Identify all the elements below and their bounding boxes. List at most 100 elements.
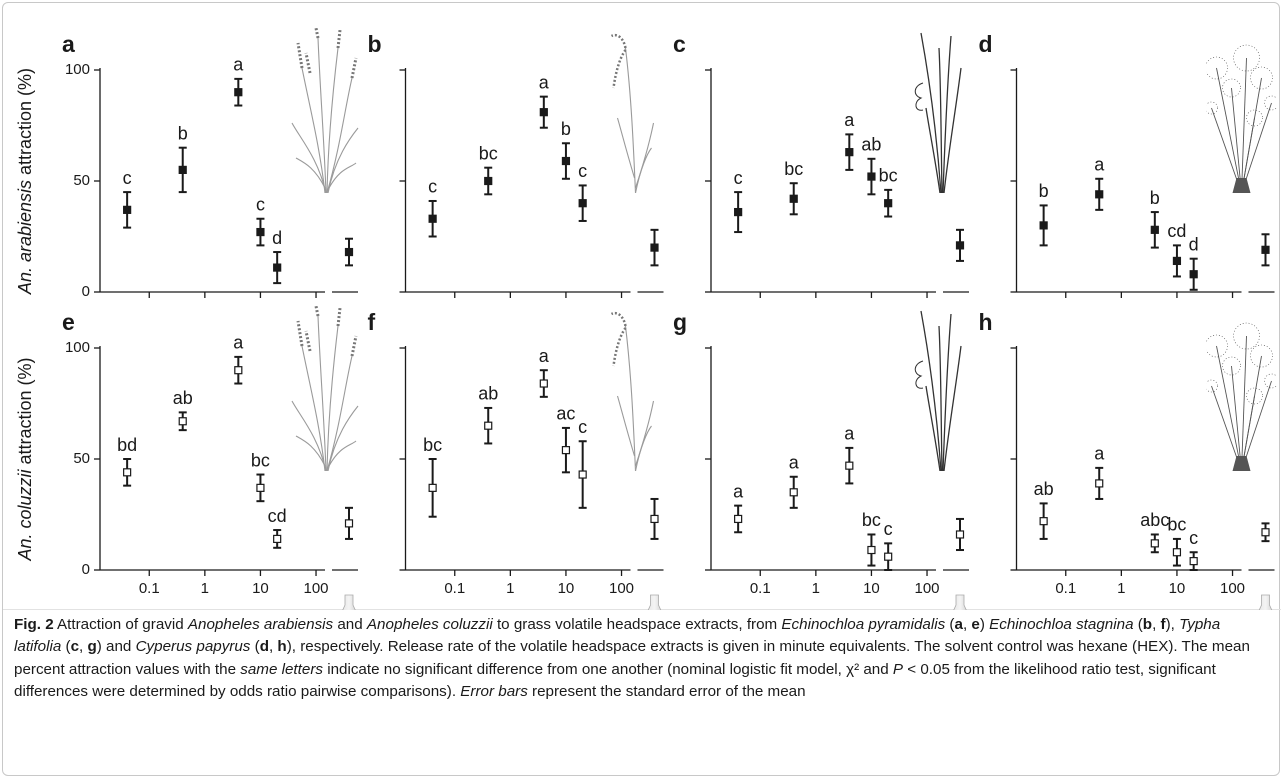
panel-label: g bbox=[673, 309, 687, 335]
marker bbox=[734, 514, 743, 524]
marker bbox=[1150, 225, 1159, 234]
caption-text: e bbox=[971, 616, 980, 633]
y-tick-label: 50 bbox=[73, 450, 90, 467]
x-tick-label: 10 bbox=[252, 580, 269, 597]
x-tick-label: 10 bbox=[863, 580, 880, 597]
significance-letter: c bbox=[1189, 528, 1198, 548]
marker bbox=[1261, 528, 1270, 537]
marker bbox=[650, 514, 659, 524]
x-tick-label: 10 bbox=[1169, 580, 1186, 597]
significance-letter: b bbox=[1039, 181, 1049, 201]
panel-label: d bbox=[979, 31, 993, 57]
significance-letter: a bbox=[539, 346, 550, 366]
x-tick-label: 1 bbox=[201, 580, 209, 597]
significance-letter: c bbox=[256, 194, 265, 214]
significance-letter: a bbox=[233, 55, 244, 75]
caption-text: f bbox=[1160, 616, 1166, 633]
y-tick-label: 50 bbox=[73, 172, 90, 189]
caption-text: represent the standard error of the mean bbox=[527, 683, 806, 701]
marker bbox=[428, 483, 437, 492]
caption-text: d bbox=[259, 638, 269, 656]
caption-text: ), bbox=[1165, 616, 1180, 633]
marker bbox=[1039, 221, 1048, 230]
significance-letter: a bbox=[1094, 155, 1105, 175]
panel: g0.1110100aaabccmin equivalentHEX bbox=[673, 309, 974, 610]
x-tick-label: 1 bbox=[812, 580, 820, 597]
marker bbox=[884, 199, 893, 208]
separator bbox=[3, 609, 1281, 610]
caption-text: ( bbox=[945, 616, 955, 633]
marker bbox=[578, 470, 587, 479]
caption: Fig. 2 Attraction of gravid Anopheles ar… bbox=[14, 614, 1270, 704]
significance-letter: cd bbox=[268, 506, 287, 526]
caption-text: Attraction of gravid bbox=[53, 616, 188, 633]
caption-text: P bbox=[892, 660, 904, 678]
x-tick-label: 100 bbox=[1220, 580, 1245, 597]
control-flask bbox=[946, 594, 974, 610]
marker bbox=[539, 379, 548, 388]
marker bbox=[650, 243, 659, 252]
plant-illustration bbox=[610, 311, 655, 471]
plant-illustration bbox=[290, 306, 360, 471]
marker bbox=[867, 545, 876, 555]
significance-letter: cd bbox=[1167, 221, 1186, 241]
marker bbox=[178, 417, 187, 426]
caption-text: Cyperus papyrus bbox=[135, 638, 251, 656]
marker bbox=[561, 446, 571, 455]
caption-text: ), respectively. Release rate of the vol… bbox=[14, 638, 1250, 678]
x-axis-label: min equivalent bbox=[762, 609, 885, 610]
caption-text: Fig. 2 bbox=[14, 616, 54, 633]
marker bbox=[234, 88, 243, 97]
marker bbox=[123, 468, 132, 477]
x-tick-label: 100 bbox=[304, 580, 329, 597]
significance-letter: ab bbox=[173, 388, 193, 408]
significance-letter: b bbox=[561, 119, 571, 139]
panel: c c bc aab bc bbox=[673, 31, 969, 298]
significance-letter: bc bbox=[879, 166, 898, 186]
marker bbox=[1172, 548, 1182, 557]
significance-letter: c bbox=[428, 177, 437, 197]
x-axis-label: min equivalent bbox=[1067, 609, 1190, 610]
x-axis-label: min equivalent bbox=[456, 609, 579, 610]
significance-letter: bc bbox=[1167, 515, 1186, 535]
caption-text: , bbox=[962, 616, 972, 633]
y-axis-label-text: attraction (%) bbox=[15, 357, 35, 464]
marker bbox=[484, 421, 493, 430]
caption-text: same letters bbox=[240, 660, 323, 678]
marker bbox=[1150, 539, 1159, 548]
plant-illustration bbox=[290, 28, 360, 193]
marker bbox=[1261, 245, 1270, 254]
marker bbox=[256, 483, 265, 492]
significance-letter: a bbox=[789, 453, 800, 473]
x-tick-label: 0.1 bbox=[750, 580, 771, 597]
caption-text: , bbox=[79, 638, 88, 656]
panel-label: a bbox=[62, 31, 75, 57]
caption-text: Echinochloa stagnina bbox=[989, 616, 1134, 633]
significance-letter: a bbox=[1094, 444, 1105, 464]
significance-letter: bc bbox=[862, 510, 881, 530]
marker bbox=[578, 199, 587, 208]
marker bbox=[867, 172, 876, 181]
significance-letter: c bbox=[884, 519, 893, 539]
significance-letter: bd bbox=[117, 435, 137, 455]
caption-text: Echinochloa pyramidalis bbox=[781, 616, 946, 633]
y-tick-label: 100 bbox=[65, 61, 90, 78]
x-tick-label: 0.1 bbox=[1055, 580, 1076, 597]
marker bbox=[428, 214, 437, 223]
marker bbox=[884, 552, 893, 561]
marker bbox=[344, 519, 354, 528]
marker bbox=[234, 366, 243, 375]
significance-letter: a bbox=[844, 110, 855, 130]
marker bbox=[1095, 190, 1104, 199]
marker bbox=[1189, 270, 1198, 279]
caption-text: g bbox=[87, 638, 97, 656]
caption-text: ( bbox=[1133, 616, 1143, 633]
significance-letter: ab bbox=[1034, 479, 1054, 499]
significance-letter: b bbox=[178, 123, 188, 143]
x-tick-label: 100 bbox=[915, 580, 940, 597]
significance-letter: bc bbox=[251, 450, 270, 470]
significance-letter: a bbox=[733, 481, 744, 501]
